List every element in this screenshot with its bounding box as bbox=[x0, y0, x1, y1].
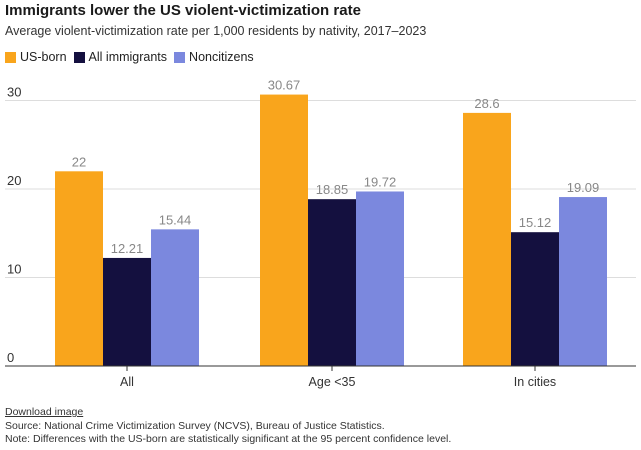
data-label-us-born-2: 28.6 bbox=[474, 96, 499, 111]
data-label-us-born-1: 30.67 bbox=[268, 80, 301, 93]
bar-all-immigrants-2 bbox=[511, 232, 559, 366]
legend-item-us-born: US-born bbox=[5, 50, 67, 64]
bar-noncitizens-0 bbox=[151, 229, 199, 366]
chart-subtitle: Average violent-victimization rate per 1… bbox=[5, 24, 427, 38]
bar-noncitizens-2 bbox=[559, 197, 607, 366]
data-label-us-born-0: 22 bbox=[72, 154, 86, 169]
legend-label-noncitizens: Noncitizens bbox=[189, 50, 254, 64]
legend-swatch-all-immigrants bbox=[73, 51, 85, 63]
x-tick-label-2: In cities bbox=[514, 375, 556, 389]
bar-all-immigrants-0 bbox=[103, 257, 151, 366]
data-label-noncitizens-1: 19.72 bbox=[364, 174, 397, 189]
legend: US-born All immigrants Noncitizens bbox=[5, 50, 261, 64]
bar-us-born-2 bbox=[463, 112, 511, 366]
bar-chart: 0 10 20 30 22 30.67 28.6 12.21 18.85 15.12 15.44 19… bbox=[5, 80, 636, 389]
data-label-all-immigrants-2: 15.12 bbox=[519, 215, 552, 230]
y-tick-label-10: 10 bbox=[7, 262, 21, 277]
x-tick-label-0: All bbox=[120, 375, 134, 389]
y-tick-label-0: 0 bbox=[7, 350, 14, 365]
data-label-noncitizens-0: 15.44 bbox=[159, 212, 192, 227]
data-label-all-immigrants-0: 12.21 bbox=[111, 241, 144, 256]
source-note: Source: National Crime Victimization Sur… bbox=[5, 420, 385, 432]
data-label-all-immigrants-1: 18.85 bbox=[316, 182, 349, 197]
bar-us-born-0 bbox=[55, 171, 103, 366]
bar-all-immigrants-1 bbox=[308, 199, 356, 366]
legend-swatch-noncitizens bbox=[174, 51, 186, 63]
download-image-link[interactable]: Download image bbox=[5, 406, 84, 418]
significance-note: Note: Differences with the US-born are s… bbox=[5, 433, 452, 445]
bar-noncitizens-1 bbox=[356, 191, 404, 366]
legend-label-all-immigrants: All immigrants bbox=[88, 50, 168, 64]
y-tick-label-20: 20 bbox=[7, 173, 21, 188]
legend-label-us-born: US-born bbox=[20, 50, 67, 64]
data-label-noncitizens-2: 19.09 bbox=[567, 180, 600, 195]
bar-us-born-1 bbox=[260, 94, 308, 367]
chart-title: Immigrants lower the US violent-victimiz… bbox=[5, 2, 361, 19]
y-tick-label-30: 30 bbox=[7, 85, 21, 100]
legend-item-all-immigrants: All immigrants bbox=[73, 50, 168, 64]
legend-item-noncitizens: Noncitizens bbox=[174, 50, 254, 64]
x-tick-label-1: Age <35 bbox=[309, 375, 356, 389]
legend-swatch-us-born bbox=[5, 51, 16, 63]
